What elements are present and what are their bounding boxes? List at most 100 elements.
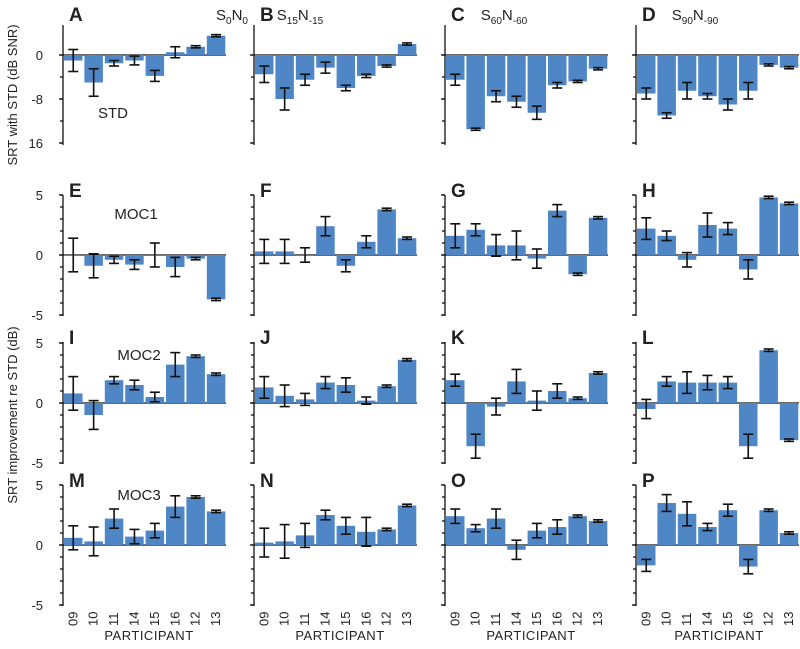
bar-C-15: [527, 55, 547, 113]
error-bar-G-09: [450, 223, 461, 249]
bar-K-13: [588, 373, 608, 403]
x-axis-title-3: PARTICIPANT: [486, 628, 575, 643]
panel-letter-L: L: [642, 328, 654, 349]
x-axis-title-1: PARTICIPANT: [104, 628, 193, 643]
error-bar-P-15: [722, 503, 733, 518]
x-tick-label: 12: [761, 612, 776, 626]
error-bar-E-16: [170, 256, 181, 278]
bar-D-12: [759, 55, 778, 65]
error-bar-N-09: [259, 527, 270, 558]
y-tick-label: -5: [31, 308, 43, 323]
bar-C-11: [486, 55, 506, 97]
bar-F-14: [316, 226, 335, 255]
panel-A: 0 -8 16 A: [29, 5, 226, 151]
error-bar-P-16: [743, 558, 754, 575]
x-tick-label: 14: [508, 612, 523, 626]
error-bar-I-10: [88, 399, 99, 431]
error-bar-B-10: [279, 87, 290, 111]
x-tick-label: 14: [699, 612, 714, 626]
error-bar-H-10: [661, 230, 672, 242]
y-tick-label: 0: [36, 396, 43, 411]
bar-D-13: [779, 55, 799, 68]
error-bar-K-16: [552, 382, 563, 400]
y-tick-label: -5: [31, 598, 43, 613]
bar-H-14: [698, 225, 717, 255]
bar-I-11: [104, 380, 124, 403]
error-bar-K-15: [531, 390, 542, 412]
panel-letter-A: A: [69, 5, 83, 26]
bar-M-11: [104, 518, 124, 545]
panel-N: N 09 10 11 14 15 16 12 13: [250, 471, 417, 626]
bar-D-14: [698, 55, 717, 97]
error-bar-J-12: [381, 384, 392, 389]
panel-L: L: [632, 328, 799, 464]
error-bar-M-16: [170, 494, 181, 519]
error-bar-O-12: [572, 514, 583, 519]
error-bar-E-12: [190, 256, 201, 261]
bar-N-12: [377, 529, 396, 545]
y-axis-title-top: SRT with STD (dB SNR): [5, 24, 20, 165]
x-tick-label: 11: [679, 613, 694, 627]
bar-L-15: [718, 382, 738, 403]
error-bar-D-13: [784, 65, 795, 70]
bar-J-13: [397, 359, 417, 403]
y-tick-label: 16: [29, 136, 43, 151]
error-bar-L-16: [743, 433, 754, 460]
x-tick-label: 13: [590, 612, 605, 626]
bar-N-14: [316, 515, 335, 545]
error-bar-J-14: [320, 375, 331, 390]
bar-P-13: [779, 533, 799, 545]
panel-letter-B: B: [260, 5, 274, 26]
panel-letter-G: G: [451, 181, 466, 202]
error-bar-M-11: [109, 508, 120, 530]
bar-A-12: [186, 46, 205, 55]
x-tick-label: 15: [720, 612, 735, 626]
bar-C-13: [588, 55, 608, 69]
bar-M-13: [206, 511, 226, 545]
x-tick-label: 09: [638, 612, 653, 626]
error-bar-F-16: [361, 235, 372, 249]
panel-letter-D: D: [642, 5, 656, 26]
bar-G-16: [548, 210, 567, 255]
error-bar-P-12: [763, 508, 774, 513]
error-bar-M-10: [88, 526, 99, 557]
error-bar-H-16: [743, 258, 754, 280]
x-tick-label: 12: [570, 612, 585, 626]
error-bar-N-15: [340, 516, 351, 536]
error-bar-M-15: [149, 522, 160, 539]
error-bar-E-09: [68, 237, 79, 273]
panel-G: G: [441, 181, 608, 316]
bar-C-14: [507, 55, 526, 102]
error-bar-O-11: [491, 508, 502, 530]
panel-P: P 09 10 11 14 15 16 12 13: [632, 471, 799, 626]
error-bar-N-14: [320, 509, 331, 521]
error-bar-K-09: [450, 373, 461, 388]
error-bar-G-15: [531, 248, 542, 270]
error-bar-G-14: [511, 230, 522, 261]
error-bar-K-12: [572, 396, 583, 401]
error-bar-D-12: [763, 62, 774, 67]
error-bar-J-15: [340, 376, 351, 394]
x-tick-label: 13: [781, 612, 796, 626]
x-tick-label: 15: [529, 612, 544, 626]
panel-E: 5 0 -5 E: [31, 181, 226, 323]
error-bar-O-15: [531, 522, 542, 539]
bar-B-12: [377, 55, 396, 66]
panel-K: K: [441, 328, 608, 464]
error-bar-K-14: [511, 368, 522, 395]
row-label-MOC2: MOC2: [117, 347, 160, 364]
bar-P-09: [637, 545, 656, 566]
bar-P-15: [718, 510, 738, 545]
error-bar-F-13: [402, 236, 413, 241]
error-bar-B-13: [402, 42, 413, 46]
error-bar-A-09: [68, 48, 79, 73]
condition-header-3: S60N-60: [481, 7, 528, 27]
y-tick-label: 0: [36, 48, 43, 63]
panel-D: D: [632, 5, 799, 145]
error-bar-F-12: [381, 207, 392, 212]
x-tick-label: 16: [167, 612, 182, 626]
bar-D-10: [657, 55, 676, 116]
error-bar-P-13: [784, 530, 795, 536]
panel-letter-K: K: [451, 328, 465, 349]
x-tick-label: 11: [106, 613, 121, 627]
